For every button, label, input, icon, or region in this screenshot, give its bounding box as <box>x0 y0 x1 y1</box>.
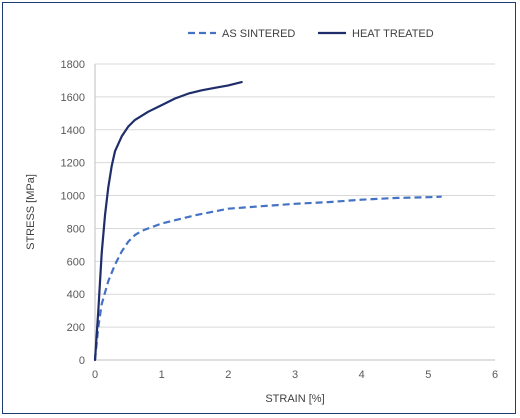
y-tick-label: 0 <box>79 355 85 367</box>
y-tick-label: 1600 <box>61 92 85 104</box>
series-line-heat-treated <box>93 81 243 362</box>
y-tick-label: 1000 <box>61 191 85 203</box>
series-lines <box>93 81 442 362</box>
legend-label: HEAT TREATED <box>352 28 434 40</box>
x-tick-label: 4 <box>359 369 365 381</box>
x-tick-label: 3 <box>292 369 298 381</box>
y-tick-label: 1400 <box>61 125 85 137</box>
x-tick-label: 5 <box>425 369 431 381</box>
y-tick-label: 1800 <box>61 59 85 71</box>
axes <box>94 64 495 361</box>
y-tick-label: 400 <box>67 289 85 301</box>
y-axis-title: STRESS [MPa] <box>25 174 37 250</box>
x-tick-label: 1 <box>159 369 165 381</box>
y-tick-label: 800 <box>67 223 85 235</box>
y-tick-label: 600 <box>67 256 85 268</box>
legend-label: AS SINTERED <box>222 28 295 40</box>
x-axis-title: STRAIN [%] <box>265 393 324 405</box>
y-tick-labels: 0 200 400 600 800 1000 1200 1400 1600 1800 <box>61 59 85 367</box>
x-tick-labels: 0 1 2 3 4 5 6 <box>92 369 498 381</box>
y-tick-label: 1200 <box>61 158 85 170</box>
series-line-as-sintered <box>93 195 442 361</box>
legend: AS SINTERED HEAT TREATED <box>188 28 434 40</box>
x-tick-label: 6 <box>492 369 498 381</box>
x-tick-label: 2 <box>225 369 231 381</box>
x-tick-label: 0 <box>92 369 98 381</box>
y-tick-label: 200 <box>67 322 85 334</box>
chart-frame <box>2 2 516 414</box>
